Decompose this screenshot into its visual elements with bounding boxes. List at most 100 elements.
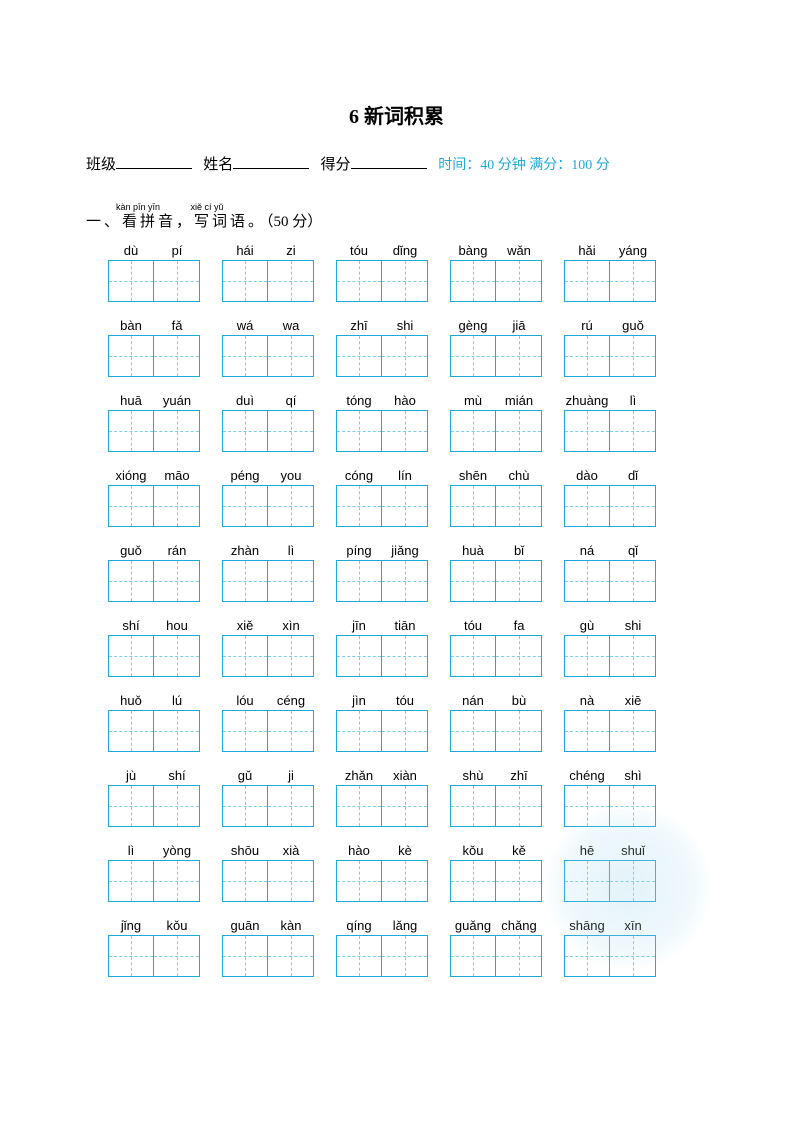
char-box[interactable]	[450, 935, 496, 977]
char-box[interactable]	[564, 935, 610, 977]
char-box[interactable]	[268, 635, 314, 677]
char-box[interactable]	[336, 335, 382, 377]
char-box[interactable]	[610, 635, 656, 677]
char-box[interactable]	[496, 260, 542, 302]
char-box[interactable]	[564, 785, 610, 827]
char-box[interactable]	[222, 710, 268, 752]
char-box[interactable]	[496, 335, 542, 377]
char-box[interactable]	[222, 260, 268, 302]
char-box[interactable]	[154, 710, 200, 752]
char-box[interactable]	[450, 635, 496, 677]
char-box[interactable]	[610, 935, 656, 977]
char-box[interactable]	[610, 710, 656, 752]
char-box[interactable]	[108, 935, 154, 977]
char-box[interactable]	[382, 860, 428, 902]
char-box[interactable]	[268, 485, 314, 527]
char-box[interactable]	[222, 935, 268, 977]
char-box[interactable]	[610, 560, 656, 602]
char-box[interactable]	[222, 560, 268, 602]
char-box[interactable]	[450, 335, 496, 377]
char-box[interactable]	[564, 560, 610, 602]
char-box[interactable]	[610, 335, 656, 377]
char-box[interactable]	[222, 785, 268, 827]
char-box[interactable]	[564, 860, 610, 902]
char-box[interactable]	[268, 860, 314, 902]
char-box[interactable]	[610, 485, 656, 527]
char-box[interactable]	[496, 635, 542, 677]
char-box[interactable]	[222, 635, 268, 677]
char-box[interactable]	[154, 860, 200, 902]
char-box[interactable]	[496, 410, 542, 452]
char-box[interactable]	[610, 410, 656, 452]
char-box[interactable]	[336, 260, 382, 302]
char-box[interactable]	[108, 635, 154, 677]
char-box[interactable]	[382, 935, 428, 977]
char-box[interactable]	[336, 635, 382, 677]
char-box[interactable]	[610, 785, 656, 827]
char-box[interactable]	[336, 710, 382, 752]
char-box[interactable]	[450, 785, 496, 827]
char-box[interactable]	[450, 560, 496, 602]
char-box[interactable]	[154, 260, 200, 302]
char-box[interactable]	[108, 410, 154, 452]
char-box[interactable]	[382, 485, 428, 527]
char-box[interactable]	[268, 335, 314, 377]
char-box[interactable]	[450, 485, 496, 527]
char-box[interactable]	[108, 260, 154, 302]
char-box[interactable]	[496, 710, 542, 752]
char-box[interactable]	[336, 935, 382, 977]
char-box[interactable]	[450, 710, 496, 752]
char-box[interactable]	[564, 335, 610, 377]
char-box[interactable]	[564, 710, 610, 752]
char-box[interactable]	[108, 335, 154, 377]
char-box[interactable]	[268, 410, 314, 452]
char-box[interactable]	[496, 485, 542, 527]
char-box[interactable]	[108, 560, 154, 602]
char-box[interactable]	[222, 410, 268, 452]
char-box[interactable]	[154, 785, 200, 827]
char-box[interactable]	[382, 785, 428, 827]
char-box[interactable]	[382, 710, 428, 752]
char-box[interactable]	[154, 485, 200, 527]
char-box[interactable]	[154, 335, 200, 377]
char-box[interactable]	[382, 335, 428, 377]
char-box[interactable]	[336, 560, 382, 602]
name-blank[interactable]	[233, 155, 309, 169]
char-box[interactable]	[108, 485, 154, 527]
char-box[interactable]	[108, 860, 154, 902]
char-box[interactable]	[154, 635, 200, 677]
char-box[interactable]	[450, 410, 496, 452]
char-box[interactable]	[336, 485, 382, 527]
class-blank[interactable]	[116, 155, 192, 169]
char-box[interactable]	[382, 560, 428, 602]
char-box[interactable]	[496, 935, 542, 977]
char-box[interactable]	[336, 785, 382, 827]
char-box[interactable]	[382, 260, 428, 302]
char-box[interactable]	[336, 860, 382, 902]
char-box[interactable]	[336, 410, 382, 452]
char-box[interactable]	[154, 935, 200, 977]
char-box[interactable]	[382, 635, 428, 677]
char-box[interactable]	[450, 860, 496, 902]
char-box[interactable]	[496, 560, 542, 602]
char-box[interactable]	[268, 935, 314, 977]
char-box[interactable]	[496, 785, 542, 827]
char-box[interactable]	[610, 260, 656, 302]
score-blank[interactable]	[351, 155, 427, 169]
char-box[interactable]	[610, 860, 656, 902]
char-box[interactable]	[564, 410, 610, 452]
char-box[interactable]	[450, 260, 496, 302]
char-box[interactable]	[496, 860, 542, 902]
char-box[interactable]	[108, 785, 154, 827]
char-box[interactable]	[222, 860, 268, 902]
char-box[interactable]	[564, 485, 610, 527]
char-box[interactable]	[154, 560, 200, 602]
char-box[interactable]	[564, 260, 610, 302]
char-box[interactable]	[222, 485, 268, 527]
char-box[interactable]	[154, 410, 200, 452]
char-box[interactable]	[268, 560, 314, 602]
char-box[interactable]	[382, 410, 428, 452]
char-box[interactable]	[268, 785, 314, 827]
char-box[interactable]	[108, 710, 154, 752]
char-box[interactable]	[268, 260, 314, 302]
